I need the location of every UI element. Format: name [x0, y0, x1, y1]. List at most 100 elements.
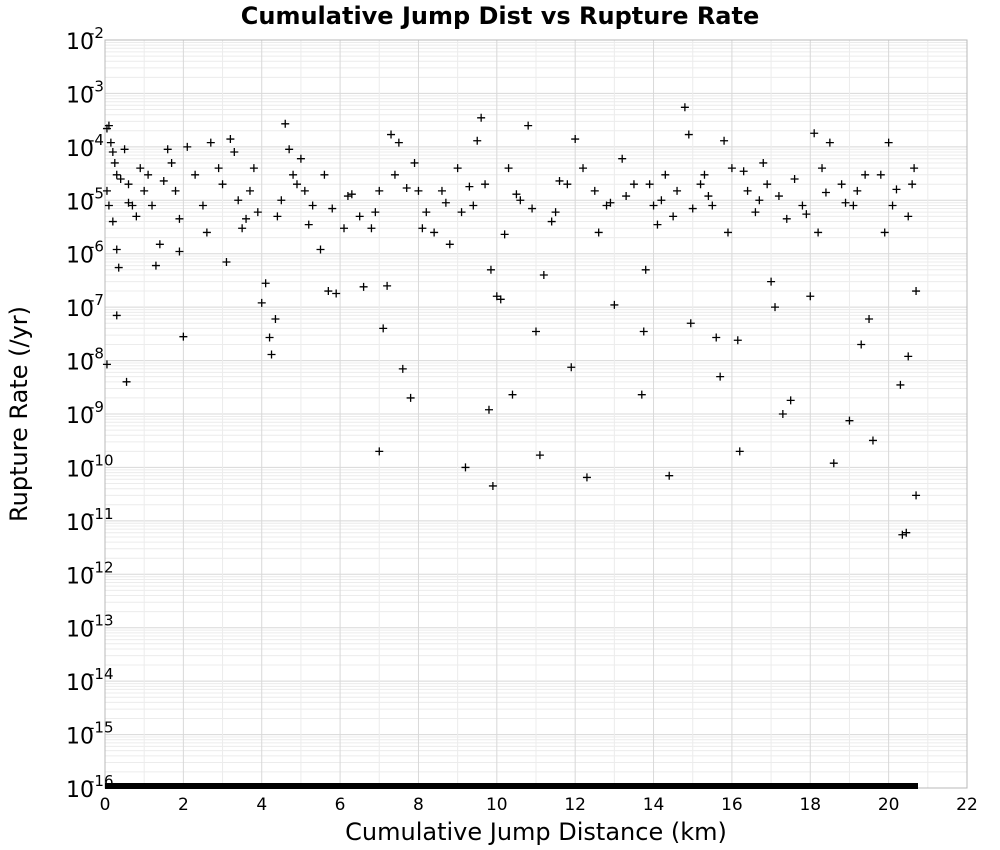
data-point: [112, 245, 121, 254]
data-point: [379, 324, 388, 333]
data-point: [340, 224, 349, 233]
data-point: [102, 360, 111, 369]
data-point: [516, 196, 525, 205]
chart-title: Cumulative Jump Dist vs Rupture Rate: [241, 2, 760, 30]
data-point: [696, 180, 705, 189]
data-point: [743, 186, 752, 195]
data-point: [806, 292, 815, 301]
data-point: [524, 121, 533, 130]
x-tick-label: 22: [956, 795, 978, 815]
data-point: [579, 164, 588, 173]
data-point: [880, 228, 889, 237]
y-tick-base: 10: [66, 457, 94, 482]
data-point: [802, 210, 811, 219]
data-point: [782, 214, 791, 223]
x-tick-label: 4: [256, 795, 267, 815]
data-point: [469, 201, 478, 210]
y-tick-exponent: -6: [89, 238, 104, 256]
data-point: [688, 204, 697, 213]
data-point: [720, 136, 729, 145]
data-point: [618, 154, 627, 163]
data-point: [218, 180, 227, 189]
data-point: [884, 138, 893, 147]
data-point: [122, 377, 131, 386]
data-point: [829, 459, 838, 468]
y-tick-exponent: -14: [89, 665, 114, 683]
data-point: [849, 201, 858, 210]
data-point: [457, 208, 466, 217]
y-tick-exponent: -16: [89, 772, 114, 790]
data-point: [735, 447, 744, 456]
data-point: [841, 198, 850, 207]
grid-lines: [104, 39, 968, 789]
data-point: [179, 332, 188, 341]
y-tick-base: 10: [66, 618, 94, 643]
data-point: [441, 198, 450, 207]
y-tick-base: 10: [66, 190, 94, 215]
data-point: [375, 186, 384, 195]
data-point: [767, 277, 776, 286]
data-point: [202, 228, 211, 237]
data-point: [610, 300, 619, 309]
data-point: [308, 201, 317, 210]
y-tick-base: 10: [66, 137, 94, 162]
data-point: [371, 208, 380, 217]
data-point: [343, 192, 352, 201]
x-tick-label: 8: [413, 795, 424, 815]
data-point: [555, 176, 564, 185]
data-point: [257, 298, 266, 307]
data-point: [821, 188, 830, 197]
data-point: [114, 263, 123, 272]
data-point: [665, 471, 674, 480]
data-point: [481, 180, 490, 189]
data-point: [277, 196, 286, 205]
data-point: [898, 530, 907, 539]
data-point: [296, 154, 305, 163]
data-point: [488, 481, 497, 490]
data-point: [571, 135, 580, 144]
data-point: [132, 212, 141, 221]
data-point: [649, 201, 658, 210]
data-point: [367, 224, 376, 233]
data-point: [653, 220, 662, 229]
data-point: [686, 319, 695, 328]
y-tick-exponent: -12: [89, 558, 114, 576]
data-point: [304, 220, 313, 229]
y-tick-labels: 10-210-310-410-510-610-710-810-910-1010-…: [66, 24, 114, 803]
data-point: [904, 212, 913, 221]
data-point: [496, 295, 505, 304]
x-tick-label: 16: [721, 795, 743, 815]
data-point: [332, 289, 341, 298]
data-point: [222, 257, 231, 266]
data-point: [292, 180, 301, 189]
data-point: [700, 170, 709, 179]
y-tick-exponent: -8: [89, 345, 104, 363]
data-point: [504, 164, 513, 173]
x-tick-label: 20: [878, 795, 900, 815]
data-point: [465, 182, 474, 191]
data-point: [637, 390, 646, 399]
y-axis-label: Rupture Rate (/yr): [5, 306, 33, 522]
data-point: [712, 333, 721, 342]
data-point: [861, 170, 870, 179]
y-tick-base: 10: [66, 83, 94, 108]
data-point: [285, 145, 294, 154]
data-point: [191, 170, 200, 179]
data-point: [857, 340, 866, 349]
y-tick-exponent: -10: [89, 451, 114, 469]
data-point: [394, 138, 403, 147]
y-tick-base: 10: [66, 30, 94, 55]
data-point: [328, 204, 337, 213]
data-point: [110, 158, 119, 167]
data-point: [230, 148, 239, 157]
data-point: [136, 164, 145, 173]
data-point: [375, 447, 384, 456]
data-point: [818, 164, 827, 173]
data-point: [108, 217, 117, 226]
y-tick-exponent: -4: [89, 131, 104, 149]
x-tick-label: 0: [100, 795, 111, 815]
data-point: [606, 198, 615, 207]
y-tick-exponent: -11: [89, 505, 114, 523]
data-point: [500, 230, 509, 239]
